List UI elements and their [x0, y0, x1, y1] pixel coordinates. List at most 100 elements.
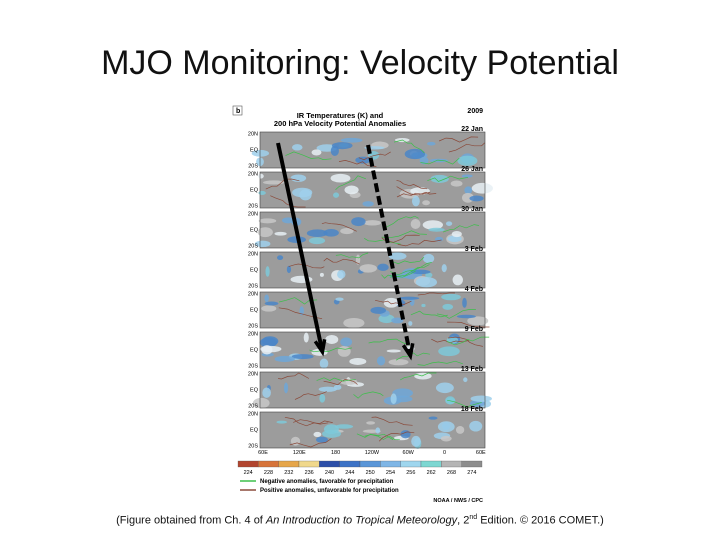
cloud-patch [391, 317, 404, 324]
colorbar-swatch [258, 460, 279, 468]
cloud-patch [392, 395, 413, 403]
cloud-patch [422, 220, 444, 230]
cloud-patch [422, 253, 435, 264]
caption-text: (Figure obtained from Ch. 4 of [116, 514, 266, 527]
panel-date: 18 Feb [461, 406, 483, 413]
contour [316, 377, 356, 382]
contour [389, 256, 425, 265]
lat-label: 20S [248, 323, 258, 329]
cloud-patch [464, 186, 473, 195]
slide-title: MJO Monitoring: Velocity Potential [101, 44, 619, 82]
cloud-patch [386, 349, 401, 353]
cloud-patch [450, 180, 463, 187]
panel-date: 4 Feb [465, 286, 483, 293]
cloud-patch [359, 264, 377, 273]
lat-label: EQ [250, 227, 259, 233]
cloud-patch [262, 387, 271, 398]
contour [410, 310, 448, 318]
cloud-patch [463, 377, 468, 383]
panel-date: 9 Feb [465, 326, 483, 333]
contour [386, 215, 419, 228]
panel-date: 22 Jan [461, 126, 483, 133]
cloud-patch [390, 393, 397, 405]
lat-label: 20S [248, 403, 258, 409]
contour [371, 416, 413, 426]
contour [399, 372, 437, 381]
contour [447, 321, 490, 328]
contour [448, 142, 486, 153]
cloud-patch [259, 345, 282, 353]
lat-label: EQ [250, 267, 259, 273]
cloud-patch [340, 337, 353, 347]
cloud-patch [299, 306, 304, 316]
cloud-patch [334, 424, 354, 429]
cloud-patch [383, 297, 399, 308]
cloud-patch [456, 314, 476, 319]
colorbar-label: 224 [244, 470, 253, 476]
cloud-patch [311, 149, 322, 156]
contour [378, 431, 415, 442]
contour [353, 391, 384, 399]
map-frame [259, 371, 486, 409]
cloud-patch [340, 137, 363, 143]
arrow-head [401, 343, 415, 361]
figure-title: IR Temperatures (K) and [297, 111, 384, 120]
contour [335, 252, 369, 259]
colorbar-label: 236 [305, 470, 314, 476]
contour [294, 391, 327, 400]
cloud-patch [264, 294, 269, 303]
cloud-patch [319, 393, 326, 403]
panel-date: 30 Jan [461, 206, 483, 213]
cloud-patch [467, 316, 489, 326]
contour [279, 297, 318, 305]
colorbar-swatch [441, 460, 462, 468]
map-frame [259, 331, 486, 369]
cloud-patch [437, 421, 455, 433]
contour [442, 224, 480, 233]
cloud-patch [438, 346, 460, 357]
cloud-patch [422, 200, 430, 206]
cloud-patch [392, 388, 413, 398]
cloud-patch [451, 230, 462, 238]
cloud-patch [264, 301, 279, 306]
colorbar-label: 274 [467, 470, 476, 476]
contour [364, 434, 400, 441]
cloud-patch [291, 354, 314, 360]
contour [394, 139, 425, 154]
cloud-patch [274, 355, 295, 363]
lat-label: EQ [250, 427, 259, 433]
cloud-patch [258, 190, 266, 195]
cloud-patch [415, 277, 438, 288]
map-frame [259, 131, 486, 169]
colorbar-swatch [237, 460, 259, 468]
contour [265, 178, 300, 190]
caption-text: , 2 [457, 514, 470, 527]
contour [288, 263, 325, 269]
cloud-patch [446, 336, 459, 344]
cloud-patch [430, 174, 449, 183]
cloud-patch [370, 306, 387, 314]
contour [323, 379, 358, 386]
colorbar-label: 228 [264, 470, 273, 476]
colorbar-swatch [359, 460, 381, 468]
cloud-patch [388, 358, 409, 366]
cloud-patch [362, 201, 374, 207]
cloud-patch [351, 217, 366, 227]
colorbar-label: 250 [366, 470, 375, 476]
cloud-patch [442, 303, 454, 310]
figure-title: 200 hPa Velocity Potential Anomalies [274, 119, 406, 128]
cloud-patch [411, 195, 420, 207]
arrow-shaft [366, 144, 412, 355]
lat-label: 20N [248, 411, 258, 417]
cloud-patch [455, 426, 465, 434]
panel-label: b [236, 108, 240, 115]
contour [446, 336, 490, 346]
cloud-patch [262, 180, 285, 185]
map-panel [258, 171, 493, 209]
cloud-patch [377, 263, 389, 272]
lon-label: 60E [476, 450, 486, 456]
lat-label: 20S [248, 243, 258, 249]
cloud-patch [265, 266, 270, 277]
lat-label: EQ [250, 307, 259, 313]
